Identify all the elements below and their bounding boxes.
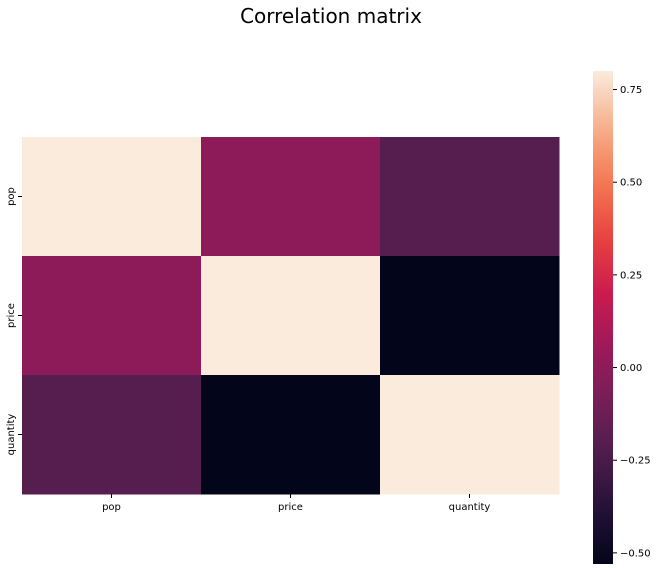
- chart-title: Correlation matrix: [240, 4, 422, 28]
- x-axis: pop price quantity: [102, 494, 490, 513]
- heatmap-cell: [380, 256, 560, 376]
- colorbar: −0.50 −0.25 0.00 0.25 0.50 0.75: [593, 71, 651, 564]
- x-tick-label: price: [278, 502, 303, 513]
- heatmap-cell: [22, 256, 202, 376]
- x-tick-label: quantity: [449, 502, 491, 513]
- heatmap-cell: [201, 256, 381, 376]
- colorbar-tick-label: 0.00: [620, 363, 642, 374]
- colorbar-tick-label: −0.25: [620, 456, 651, 467]
- heatmap-cells: [22, 137, 560, 495]
- colorbar-tick-label: −0.50: [620, 548, 651, 559]
- colorbar-tick-label: 0.75: [620, 85, 642, 96]
- colorbar-gradient: [593, 71, 613, 564]
- heatmap-cell: [380, 375, 560, 495]
- colorbar-tick-label: 0.50: [620, 178, 642, 189]
- heatmap-cell: [22, 137, 202, 257]
- heatmap-cell: [201, 375, 381, 495]
- heatmap-cell: [201, 137, 381, 257]
- heatmap-cell: [380, 137, 560, 257]
- colorbar-tick-label: 0.25: [620, 270, 642, 281]
- y-tick-label: quantity: [6, 414, 17, 456]
- y-tick-label: price: [6, 303, 17, 328]
- x-tick-label: pop: [102, 502, 121, 513]
- y-tick-label: pop: [6, 187, 17, 206]
- heatmap-cell: [22, 375, 202, 495]
- y-axis: pop price quantity: [6, 187, 22, 455]
